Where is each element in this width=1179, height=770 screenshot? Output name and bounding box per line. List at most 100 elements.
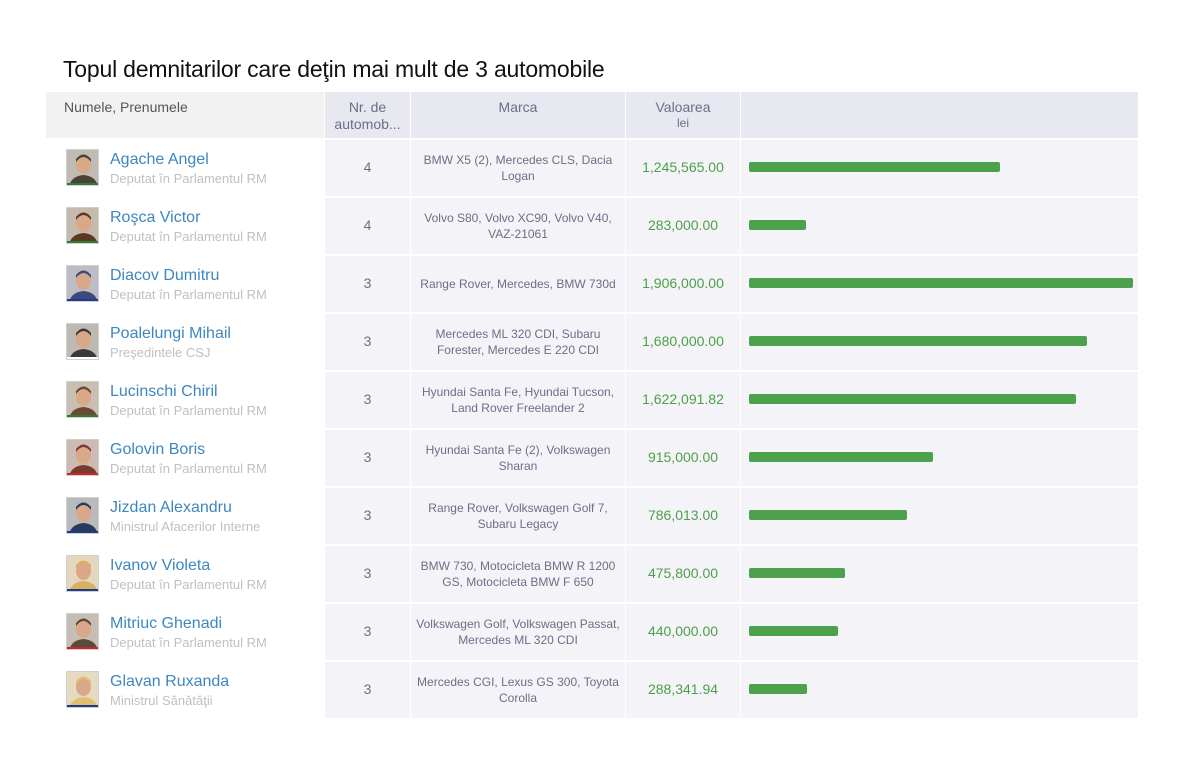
- avatar: [66, 381, 99, 418]
- car-brands: Volkswagen Golf, Volkswagen Passat, Merc…: [416, 617, 620, 647]
- avatar: [66, 439, 99, 476]
- header-nr-automobile[interactable]: Nr. de automob...: [324, 92, 410, 138]
- cell-name: Glavan Ruxanda Ministrul Sănătăţii: [46, 662, 324, 718]
- header-valoarea-label: Valoarea: [655, 99, 711, 115]
- header-valoarea[interactable]: Valoarea lei: [625, 92, 740, 138]
- person-name-link[interactable]: Agache Angel: [110, 151, 209, 168]
- cell-nr-automobile: 4: [324, 140, 410, 196]
- cell-nr-automobile: 3: [324, 256, 410, 312]
- table-row: Lucinschi Chiril Deputat în Parlamentul …: [46, 370, 1138, 428]
- avatar: [66, 265, 99, 302]
- avatar: [66, 497, 99, 534]
- value-bar[interactable]: [749, 278, 1133, 288]
- value-bar[interactable]: [749, 568, 845, 578]
- header-bar-column: [740, 92, 1138, 138]
- car-brands: Mercedes CGI, Lexus GS 300, Toyota Corol…: [417, 675, 619, 705]
- person-name-link[interactable]: Roşca Victor: [110, 209, 201, 226]
- table-row: Mitriuc Ghenadi Deputat în Parlamentul R…: [46, 602, 1138, 660]
- portrait-photo: [67, 556, 98, 591]
- cell-valoarea: 283,000.00: [625, 198, 740, 254]
- avatar: [66, 671, 99, 708]
- person-role: Deputat în Parlamentul RM: [110, 171, 267, 186]
- car-brands: Mercedes ML 320 CDI, Subaru Forester, Me…: [435, 327, 601, 357]
- table-row: Poalelungi Mihail Preşedintele CSJ 3 Mer…: [46, 312, 1138, 370]
- portrait-photo: [67, 614, 98, 649]
- cell-bar: [740, 430, 1138, 486]
- table-row: Ivanov Violeta Deputat în Parlamentul RM…: [46, 544, 1138, 602]
- cell-valoarea: 288,341.94: [625, 662, 740, 718]
- value-bar[interactable]: [749, 394, 1076, 404]
- cell-name: Ivanov Violeta Deputat în Parlamentul RM: [46, 546, 324, 602]
- value-bar[interactable]: [749, 626, 838, 636]
- cell-marca: BMW 730, Motocicleta BMW R 1200 GS, Moto…: [410, 546, 625, 602]
- avatar: [66, 613, 99, 650]
- cell-marca: Range Rover, Mercedes, BMW 730d: [410, 256, 625, 312]
- value-bar[interactable]: [749, 510, 907, 520]
- cell-name: Golovin Boris Deputat în Parlamentul RM: [46, 430, 324, 486]
- header-valoarea-unit: lei: [676, 116, 689, 130]
- value-bar[interactable]: [749, 162, 1000, 172]
- cell-bar: [740, 546, 1138, 602]
- cell-nr-automobile: 3: [324, 662, 410, 718]
- value-bar[interactable]: [749, 220, 806, 230]
- cell-bar: [740, 604, 1138, 660]
- cell-bar: [740, 488, 1138, 544]
- cell-name: Mitriuc Ghenadi Deputat în Parlamentul R…: [46, 604, 324, 660]
- cell-valoarea: 1,680,000.00: [625, 314, 740, 370]
- avatar: [66, 555, 99, 592]
- avatar: [66, 149, 99, 186]
- person-name-link[interactable]: Golovin Boris: [110, 441, 206, 458]
- table-row: Diacov Dumitru Deputat în Parlamentul RM…: [46, 254, 1138, 312]
- person-name-link[interactable]: Diacov Dumitru: [110, 267, 220, 284]
- portrait-photo: [67, 266, 98, 301]
- portrait-photo: [67, 498, 98, 533]
- cell-marca: Volkswagen Golf, Volkswagen Passat, Merc…: [410, 604, 625, 660]
- person-name-link[interactable]: Glavan Ruxanda: [110, 673, 230, 690]
- person-role: Deputat în Parlamentul RM: [110, 229, 267, 244]
- table-row: Agache Angel Deputat în Parlamentul RM 4…: [46, 138, 1138, 196]
- value-bar[interactable]: [749, 336, 1087, 346]
- cell-bar: [740, 140, 1138, 196]
- person-name-link[interactable]: Mitriuc Ghenadi: [110, 615, 223, 632]
- person-name-link[interactable]: Jizdan Alexandru: [110, 499, 232, 516]
- person-role: Preşedintele CSJ: [110, 345, 211, 360]
- person-role: Deputat în Parlamentul RM: [110, 461, 267, 476]
- portrait-photo: [67, 150, 98, 185]
- cell-bar: [740, 256, 1138, 312]
- portrait-photo: [67, 672, 98, 707]
- header-marca[interactable]: Marca: [410, 92, 625, 138]
- header-name[interactable]: Numele, Prenumele: [46, 92, 324, 138]
- cell-nr-automobile: 3: [324, 604, 410, 660]
- portrait-photo: [67, 382, 98, 417]
- portrait-photo: [67, 324, 98, 359]
- avatar: [66, 323, 99, 360]
- person-role: Ministrul Sănătăţii: [110, 693, 213, 708]
- value-bar[interactable]: [749, 684, 807, 694]
- car-brands: Range Rover, Mercedes, BMW 730d: [420, 277, 616, 291]
- value-bar[interactable]: [749, 452, 933, 462]
- cell-name: Lucinschi Chiril Deputat în Parlamentul …: [46, 372, 324, 428]
- table-row: Jizdan Alexandru Ministrul Afacerilor In…: [46, 486, 1138, 544]
- person-role: Ministrul Afacerilor Interne: [110, 519, 261, 534]
- cell-valoarea: 1,245,565.00: [625, 140, 740, 196]
- person-name-link[interactable]: Poalelungi Mihail: [110, 325, 231, 342]
- cell-nr-automobile: 3: [324, 488, 410, 544]
- cell-marca: BMW X5 (2), Mercedes CLS, Dacia Logan: [410, 140, 625, 196]
- car-brands: Range Rover, Volkswagen Golf 7, Subaru L…: [428, 501, 608, 531]
- table-body: Agache Angel Deputat în Parlamentul RM 4…: [46, 138, 1138, 718]
- person-name-link[interactable]: Lucinschi Chiril: [110, 383, 218, 400]
- cell-marca: Hyundai Santa Fe, Hyundai Tucson, Land R…: [410, 372, 625, 428]
- table-row: Golovin Boris Deputat în Parlamentul RM …: [46, 428, 1138, 486]
- table-header: Numele, Prenumele Nr. de automob... Marc…: [46, 92, 1138, 138]
- cell-name: Jizdan Alexandru Ministrul Afacerilor In…: [46, 488, 324, 544]
- cell-valoarea: 475,800.00: [625, 546, 740, 602]
- cell-marca: Hyundai Santa Fe (2), Volkswagen Sharan: [410, 430, 625, 486]
- cell-bar: [740, 314, 1138, 370]
- cell-name: Agache Angel Deputat în Parlamentul RM: [46, 140, 324, 196]
- person-name-link[interactable]: Ivanov Violeta: [110, 557, 211, 574]
- ranking-table: Numele, Prenumele Nr. de automob... Marc…: [46, 92, 1138, 718]
- car-brands: Hyundai Santa Fe, Hyundai Tucson, Land R…: [421, 385, 615, 415]
- cell-bar: [740, 198, 1138, 254]
- cell-bar: [740, 662, 1138, 718]
- cell-nr-automobile: 3: [324, 372, 410, 428]
